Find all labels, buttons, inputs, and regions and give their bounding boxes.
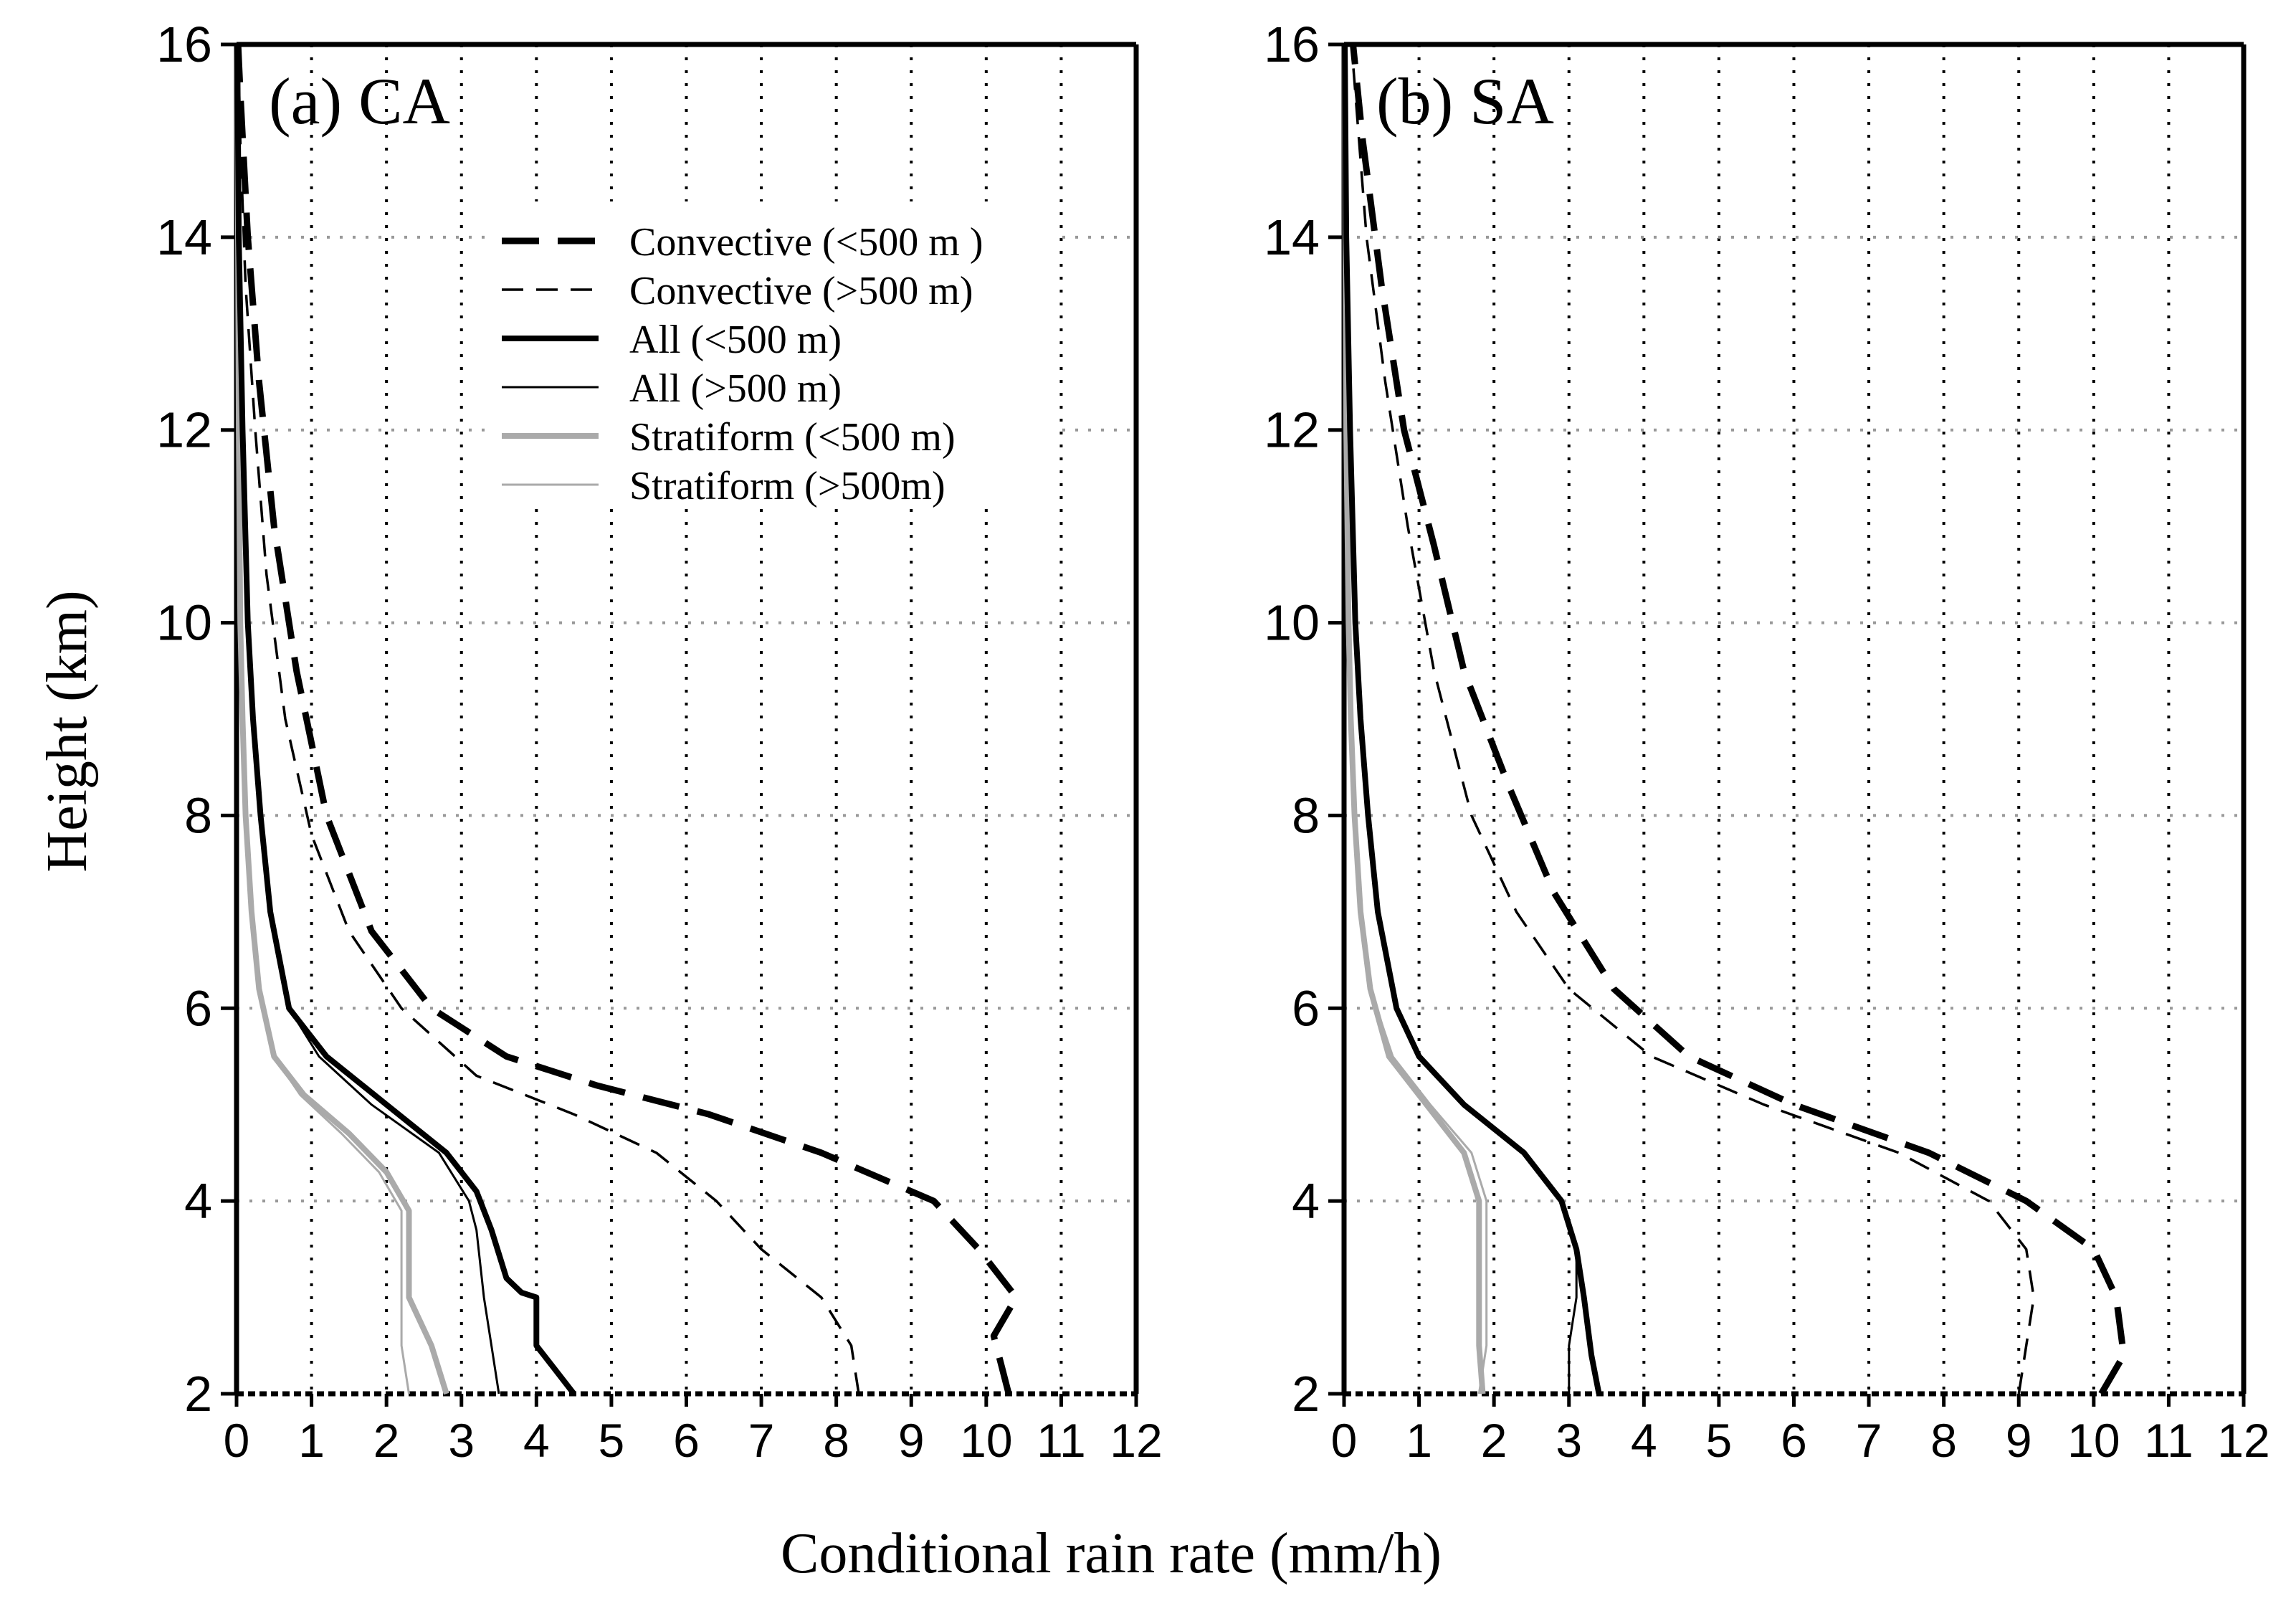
series-line-0 <box>1350 44 2128 1396</box>
x-tick-label: 5 <box>599 1414 625 1467</box>
x-tick-label: 4 <box>1631 1414 1657 1467</box>
x-tick-label: 1 <box>298 1414 325 1467</box>
y-tick-label: 2 <box>1292 1366 1320 1422</box>
x-tick-label: 12 <box>1110 1414 1162 1467</box>
x-tick-label: 3 <box>1556 1414 1582 1467</box>
y-tick-label: 12 <box>1264 402 1320 458</box>
x-tick-label: 11 <box>1037 1414 1086 1467</box>
series-line-0 <box>234 44 1020 1395</box>
series-line-1 <box>1350 44 2035 1394</box>
legend-label: Stratiform (<500 m) <box>629 415 956 460</box>
y-tick-label: 10 <box>1264 595 1320 651</box>
legend-label: All (>500 m) <box>629 366 842 411</box>
x-tick-label: 10 <box>960 1414 1012 1467</box>
x-tick-label: 0 <box>224 1414 250 1467</box>
x-tick-label: 5 <box>1706 1414 1733 1467</box>
x-tick-label: 0 <box>1331 1414 1358 1467</box>
y-tick-label: 10 <box>156 595 212 651</box>
x-axis-label: Conditional rain rate (mm/h) <box>781 1522 1442 1585</box>
y-tick-label: 6 <box>184 980 212 1036</box>
x-tick-label: 1 <box>1406 1414 1432 1467</box>
y-axis-label: Height (km) <box>36 590 99 872</box>
legend-label: All (<500 m) <box>629 318 842 362</box>
x-tick-label: 7 <box>748 1414 775 1467</box>
legend-label: Convective (<500 m ) <box>629 220 983 265</box>
y-tick-label: 6 <box>1292 980 1320 1036</box>
series-line-5 <box>236 44 410 1394</box>
series-line-3 <box>236 44 500 1394</box>
x-tick-label: 3 <box>448 1414 475 1467</box>
y-tick-label: 4 <box>1292 1173 1320 1229</box>
y-tick-label: 8 <box>184 787 212 843</box>
x-tick-label: 6 <box>673 1414 700 1467</box>
legend-label: Stratiform (>500m) <box>629 464 945 508</box>
x-tick-label: 2 <box>373 1414 400 1467</box>
panel-title: (a) CA <box>269 65 450 138</box>
x-tick-label: 4 <box>523 1414 550 1467</box>
series-line-4 <box>1342 44 1486 1394</box>
x-tick-label: 9 <box>898 1414 925 1467</box>
y-tick-label: 16 <box>156 16 212 72</box>
series-line-1 <box>237 44 860 1394</box>
series-line-3 <box>1343 44 1578 1394</box>
y-tick-label: 4 <box>184 1173 212 1229</box>
y-tick-label: 14 <box>1264 209 1320 265</box>
x-tick-label: 6 <box>1781 1414 1807 1467</box>
y-tick-label: 14 <box>156 209 212 265</box>
series-line-4 <box>234 44 449 1395</box>
y-tick-label: 16 <box>1264 16 1320 72</box>
x-tick-label: 11 <box>2144 1414 2193 1467</box>
legend-box <box>491 201 1057 501</box>
series-line-5 <box>1343 44 1488 1394</box>
x-tick-label: 8 <box>1930 1414 1957 1467</box>
y-tick-label: 2 <box>184 1366 212 1422</box>
x-tick-label: 9 <box>2006 1414 2032 1467</box>
y-tick-label: 12 <box>156 402 212 458</box>
legend-label: Convective (>500 m) <box>629 269 973 313</box>
series-line-2 <box>1342 44 1602 1394</box>
x-tick-label: 12 <box>2217 1414 2269 1467</box>
x-tick-label: 10 <box>2067 1414 2120 1467</box>
y-tick-label: 8 <box>1292 787 1320 843</box>
panel-title: (b) SA <box>1376 65 1554 138</box>
x-tick-label: 7 <box>1856 1414 1882 1467</box>
x-tick-label: 2 <box>1481 1414 1507 1467</box>
x-tick-label: 8 <box>823 1414 849 1467</box>
